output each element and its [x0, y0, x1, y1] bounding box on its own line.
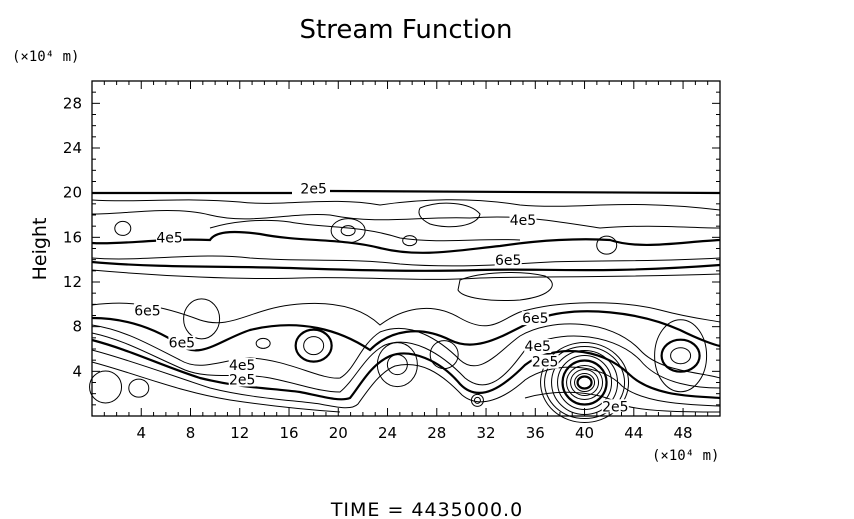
- contour-vortex: [386, 354, 408, 376]
- contour-upper: [91, 210, 721, 229]
- contour-small-cell: [596, 235, 618, 255]
- contour-main-vortex: [561, 359, 608, 406]
- y-tick-label: 4: [72, 362, 82, 380]
- contour-vortex: [128, 378, 150, 398]
- contour-label: 6e5: [522, 311, 548, 327]
- contour-vortex: [303, 336, 325, 356]
- contour-4e5-upper: [91, 230, 721, 254]
- contour-small-cell: [114, 220, 132, 236]
- contour-lower-band: [91, 332, 721, 393]
- contour-label-bg: [531, 354, 559, 369]
- contour-label-bg: [156, 230, 184, 245]
- contour-label-bg: [228, 357, 256, 372]
- x-tick-label: 44: [624, 424, 643, 442]
- contour-label: 6e5: [169, 336, 195, 352]
- x-tick-label: 32: [476, 424, 495, 442]
- contour-main-vortex: [574, 373, 596, 392]
- contour-vortex: [183, 298, 221, 340]
- contour-small-cell: [402, 235, 418, 247]
- contour-upper: [91, 269, 721, 280]
- y-tick-label: 24: [63, 139, 82, 157]
- x-tick-label: 12: [230, 424, 249, 442]
- contour-label-bg: [168, 335, 196, 350]
- contour-label: 2e5: [532, 355, 558, 371]
- contour-label: 4e5: [510, 213, 536, 229]
- x-tick-label: 40: [575, 424, 594, 442]
- contour-label: 2e5: [602, 399, 628, 415]
- contour-label: 2e5: [300, 182, 326, 198]
- y-tick-label: 12: [63, 273, 82, 291]
- contour-vortex: [255, 337, 271, 349]
- contour-vortex: [429, 340, 459, 370]
- y-tick-label: 20: [63, 184, 82, 202]
- time-label: TIME = 4435000.0: [330, 499, 523, 519]
- contour-label: 2e5: [229, 373, 255, 389]
- contour-lower-band: [91, 349, 721, 409]
- plot-frame: [91, 80, 721, 417]
- contour-lower-band: [91, 302, 721, 327]
- y-tick-label: 8: [72, 318, 82, 336]
- contour-small-cell: [330, 218, 366, 244]
- contour-label-bg: [601, 399, 629, 414]
- contour-label: 6e5: [134, 303, 160, 319]
- contour-vortex: [654, 319, 708, 393]
- x-tick-label: 16: [279, 424, 298, 442]
- contour-vortex: [473, 396, 481, 404]
- plot-border: [91, 80, 721, 417]
- contour-label-bg: [133, 303, 161, 318]
- contour-label-bg: [494, 253, 522, 268]
- contour-label-bg: [228, 372, 256, 387]
- contour-6e5-upper: [91, 260, 721, 272]
- contour-cell: [457, 272, 553, 301]
- contour-upper: [209, 219, 521, 242]
- y-tick-label: 16: [63, 228, 82, 246]
- x-tick-label: 28: [427, 424, 446, 442]
- contour-vortex: [670, 347, 692, 365]
- contour-vortex: [294, 328, 333, 363]
- x-tick-label: 20: [329, 424, 348, 442]
- contour-lines: [89, 189, 721, 423]
- x-tick-label: 36: [526, 424, 545, 442]
- contour-main-vortex: [570, 369, 600, 396]
- contour-main-vortex: [540, 342, 630, 423]
- contour-label-bg: [509, 212, 537, 227]
- y-unit-label: (×10⁴ m): [12, 49, 79, 65]
- contour-2e5-top: [92, 189, 721, 195]
- contour-small-cell: [340, 225, 356, 237]
- contour-upper: [91, 199, 721, 211]
- contour-label: 6e5: [495, 253, 521, 269]
- contour-main-vortex: [576, 375, 593, 390]
- contour-lower-band: [91, 323, 721, 379]
- x-tick-label: 8: [186, 424, 196, 442]
- x-tick-label: 48: [674, 424, 693, 442]
- x-tick-label: 24: [378, 424, 397, 442]
- contour-label: 4e5: [525, 339, 551, 355]
- x-unit-label: (×10⁴ m): [652, 448, 719, 464]
- contour-vortex: [89, 370, 123, 404]
- contour-label-bg: [300, 181, 328, 196]
- chart-title: Stream Function: [300, 15, 513, 45]
- contour-vortex: [660, 338, 701, 373]
- contour-main-vortex: [566, 365, 604, 400]
- x-tick-label: 4: [136, 424, 146, 442]
- contour-upper-cell: [418, 202, 481, 228]
- contour-upper: [91, 255, 721, 267]
- contour-label-bg: [521, 311, 549, 326]
- contour-vortex: [376, 342, 418, 388]
- contour-label: 4e5: [229, 358, 255, 374]
- contour-label-bg: [524, 339, 552, 353]
- y-axis-label: Height: [29, 218, 51, 281]
- x-axis-ticks: 4 8 12 16 20 24 28 32 36 40 44 48: [91, 81, 721, 442]
- y-tick-label: 28: [63, 94, 82, 112]
- contour-label: 4e5: [156, 231, 182, 247]
- y-axis-ticks: 4 8 12 16 20 24 28: [63, 80, 720, 417]
- contour-main-vortex: [544, 346, 626, 419]
- contour-vortex: [470, 393, 484, 407]
